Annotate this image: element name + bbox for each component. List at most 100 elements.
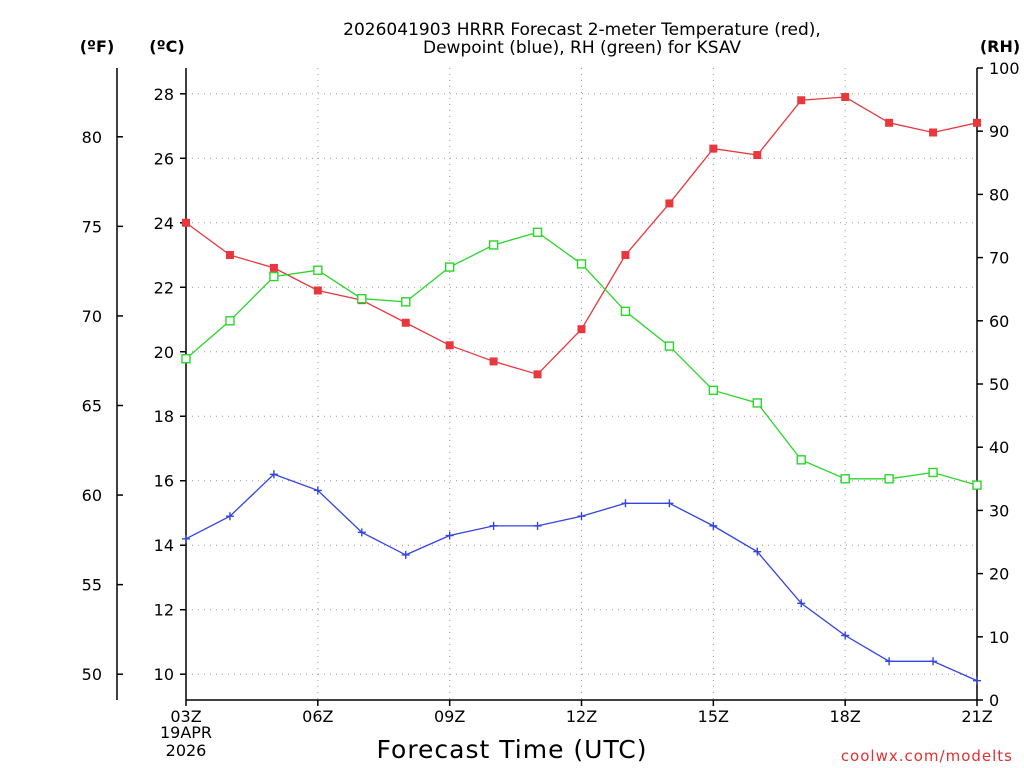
temperature-point-11 <box>533 370 542 379</box>
celsius-tick-label-20: 20 <box>154 343 174 362</box>
temperature-point-3 <box>182 218 190 227</box>
rh-tick-label-60: 60 <box>989 312 1009 331</box>
x-tick-label-18Z: 18Z <box>830 707 861 726</box>
dewpoint-point-8 <box>401 550 410 559</box>
temperature-point-6 <box>313 286 322 295</box>
dewpoint-point-17 <box>797 599 806 608</box>
relative-humidity-point-11 <box>532 227 543 238</box>
temperature-point-5 <box>269 263 278 272</box>
fahrenheit-tick-label-80: 80 <box>82 128 102 147</box>
relative-humidity-point-10 <box>488 240 499 250</box>
x-tick-label-15Z: 15Z <box>698 707 729 726</box>
rh-tick-label-80: 80 <box>989 185 1009 204</box>
relative-humidity-point-8 <box>401 297 411 307</box>
celsius-tick-label-10: 10 <box>154 665 174 684</box>
relative-humidity-series <box>181 227 982 490</box>
temperature-point-14 <box>665 199 674 208</box>
relative-humidity-point-21 <box>972 480 982 490</box>
dewpoint-point-5 <box>269 470 278 479</box>
dewpoint-point-19 <box>885 657 894 666</box>
dewpoint-point-6 <box>313 486 322 495</box>
relative-humidity-point-15 <box>708 385 719 396</box>
fahrenheit-tick-label-55: 55 <box>82 576 102 595</box>
dewpoint-point-3 <box>182 534 190 543</box>
temperature-point-20 <box>929 128 938 137</box>
temperature-point-8 <box>401 318 410 327</box>
fahrenheit-unit-label: (ºF) <box>80 37 115 56</box>
relative-humidity-point-19 <box>884 474 894 484</box>
dewpoint-line <box>185 473 978 682</box>
rh-tick-label-100: 100 <box>989 59 1020 78</box>
fahrenheit-tick-label-70: 70 <box>82 307 102 326</box>
temperature-point-4 <box>225 251 234 260</box>
dewpoint-point-20 <box>929 657 938 666</box>
relative-humidity-point-6 <box>313 265 323 275</box>
celsius-tick-label-16: 16 <box>154 472 174 491</box>
rh-tick-label-30: 30 <box>989 501 1009 520</box>
relative-humidity-point-3 <box>181 354 191 364</box>
relative-humidity-point-5 <box>269 271 279 282</box>
celsius-tick-label-24: 24 <box>154 214 174 233</box>
dewpoint-point-10 <box>489 521 498 530</box>
temperature-point-9 <box>445 341 454 350</box>
x-date-label-year: 2026 <box>166 741 207 760</box>
fahrenheit-tick-label-50: 50 <box>82 665 102 684</box>
dewpoint-point-21 <box>973 676 981 685</box>
relative-humidity-line <box>185 231 978 486</box>
dewpoint-point-15 <box>709 521 718 530</box>
dewpoint-point-18 <box>841 631 850 640</box>
x-tick-label-12Z: 12Z <box>566 707 597 726</box>
axes <box>116 67 983 706</box>
rh-tick-label-50: 50 <box>989 375 1009 394</box>
rh-tick-label-70: 70 <box>989 249 1009 268</box>
dewpoint-series <box>182 470 981 685</box>
x-tick-label-21Z: 21Z <box>961 707 992 726</box>
relative-humidity-point-18 <box>840 474 850 484</box>
relative-humidity-point-20 <box>928 467 938 478</box>
relative-humidity-point-9 <box>444 262 455 272</box>
temperature-series <box>182 93 981 379</box>
fahrenheit-tick-label-75: 75 <box>82 217 102 236</box>
celsius-unit-label: (ºC) <box>149 37 184 56</box>
dewpoint-point-12 <box>577 512 586 521</box>
rh-tick-label-40: 40 <box>989 438 1009 457</box>
temperature-point-21 <box>973 118 981 127</box>
dewpoint-point-4 <box>225 512 234 521</box>
temperature-point-12 <box>577 325 586 334</box>
rh-tick-label-20: 20 <box>989 565 1009 584</box>
temperature-point-19 <box>885 118 894 127</box>
celsius-tick-label-12: 12 <box>154 601 174 620</box>
x-tick-label-06Z: 06Z <box>302 707 333 726</box>
dewpoint-point-9 <box>445 531 454 540</box>
fahrenheit-tick-label-60: 60 <box>82 486 102 505</box>
relative-humidity-point-17 <box>796 455 806 465</box>
x-date-label-month: 19APR <box>160 723 212 742</box>
temperature-point-10 <box>489 357 498 366</box>
celsius-tick-label-14: 14 <box>154 536 174 555</box>
rh-unit-label: (RH) <box>980 37 1020 56</box>
fahrenheit-tick-label-65: 65 <box>82 396 102 415</box>
gridlines <box>185 68 978 700</box>
celsius-tick-label-18: 18 <box>154 407 174 426</box>
relative-humidity-point-7 <box>357 293 367 304</box>
relative-humidity-point-16 <box>752 398 762 408</box>
temperature-point-18 <box>841 93 850 102</box>
celsius-tick-label-22: 22 <box>154 278 174 297</box>
rh-tick-label-10: 10 <box>989 628 1009 647</box>
relative-humidity-point-13 <box>620 306 631 317</box>
chart-title-line1: 2026041903 HRRR Forecast 2-meter Tempera… <box>343 20 821 40</box>
relative-humidity-point-14 <box>664 341 675 351</box>
celsius-tick-label-28: 28 <box>154 85 174 104</box>
dewpoint-point-16 <box>753 547 762 556</box>
temperature-point-15 <box>709 144 718 153</box>
relative-humidity-point-12 <box>576 259 587 269</box>
temperature-point-17 <box>797 96 806 105</box>
x-tick-label-03Z: 03Z <box>170 707 201 726</box>
data-series <box>181 93 982 685</box>
celsius-tick-label-26: 26 <box>154 149 174 168</box>
temperature-point-13 <box>621 251 630 260</box>
rh-tick-label-90: 90 <box>989 122 1009 141</box>
dewpoint-point-14 <box>665 499 674 508</box>
dewpoint-point-7 <box>357 528 366 537</box>
